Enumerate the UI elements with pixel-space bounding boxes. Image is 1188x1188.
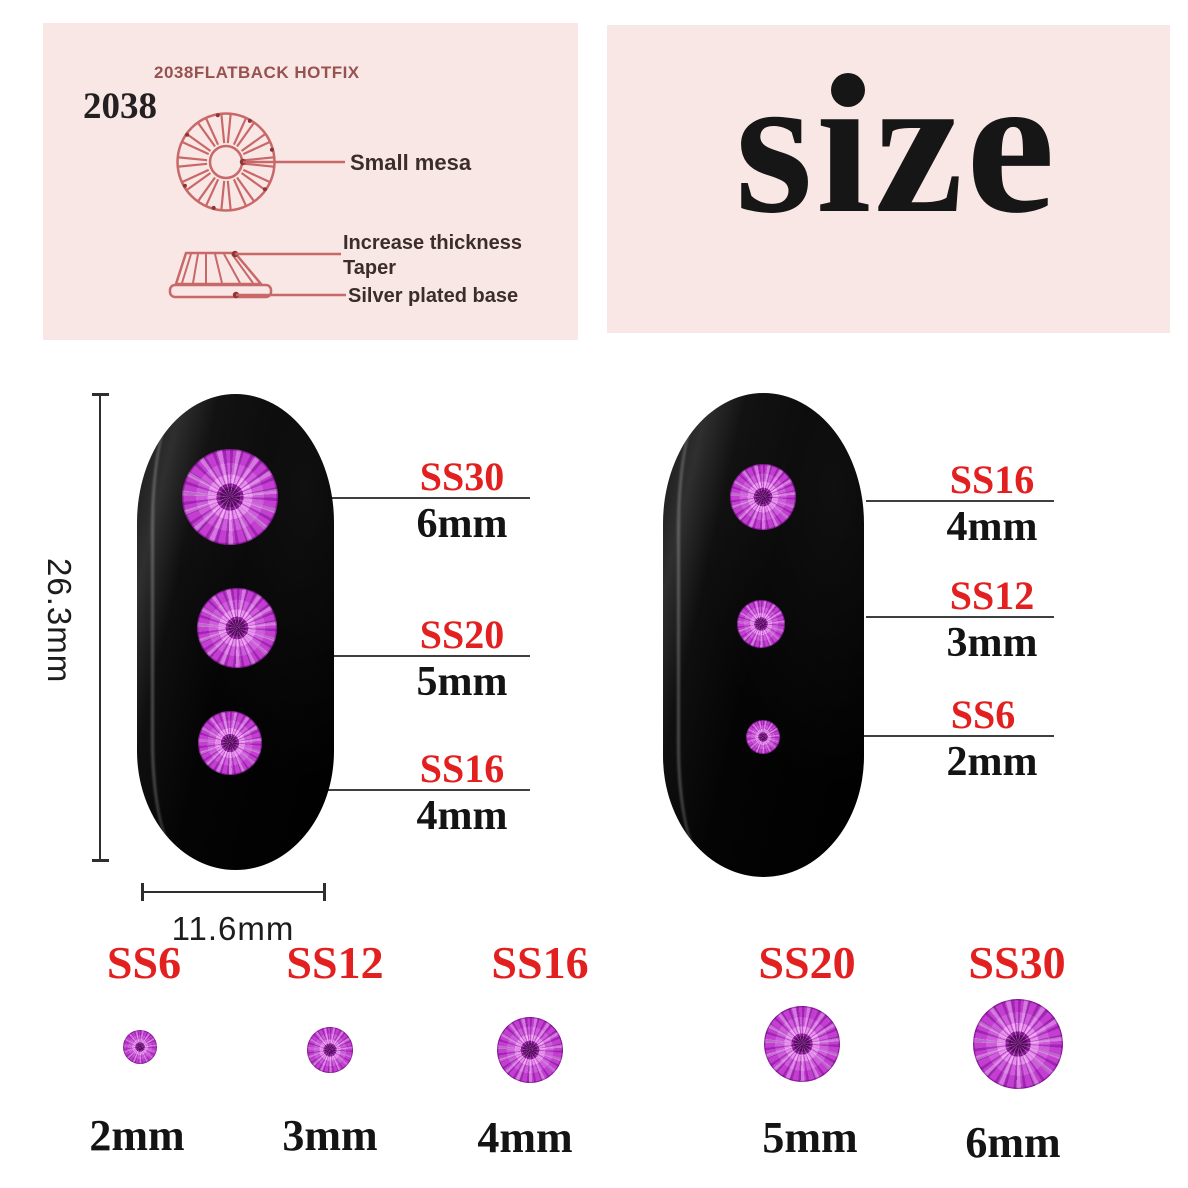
rhinestone-gem-4mm (497, 1017, 563, 1083)
callout-mm-label: 2mm (946, 739, 1038, 785)
callout-ss-label: SS20 (419, 612, 505, 657)
model-number: 2038 (83, 86, 157, 127)
size-row-mm-label: 3mm (282, 1111, 378, 1160)
rhinestone-gem-5mm (764, 1006, 840, 1082)
width-dimension-line (142, 891, 325, 893)
callout-mm-label: 6mm (416, 501, 508, 547)
callout-line (322, 789, 530, 791)
rhinestone-gem-ss6 (746, 720, 780, 754)
size-row-mm-label: 2mm (89, 1111, 185, 1160)
size-panel: sıze (607, 25, 1170, 333)
size-title-wrap: sıze (735, 45, 1058, 245)
size-row-ss-label: SS20 (758, 937, 856, 988)
rhinestone-gem-ss16 (198, 711, 262, 775)
callout-ss-label: SS12 (949, 573, 1035, 618)
width-dimension-tick-left (141, 883, 144, 901)
size-row-ss-label: SS30 (968, 937, 1066, 988)
size-row-mm-label: 4mm (477, 1113, 573, 1162)
rhinestone-gem-6mm (973, 999, 1063, 1089)
callout-ss-label: SS6 (950, 692, 1016, 737)
height-dimension-cap-bottom (92, 859, 109, 862)
size-row-ss-label: SS16 (491, 937, 589, 988)
size-row-ss-label: SS6 (106, 937, 182, 988)
height-dimension-line (99, 394, 101, 861)
callout-line (842, 735, 1054, 737)
size-row-mm-label: 5mm (762, 1113, 858, 1162)
width-dimension-tick-right (323, 883, 326, 901)
callout-mm-label: 4mm (416, 793, 508, 839)
callout-mm-label: 5mm (416, 659, 508, 705)
size-title: sıze (735, 34, 1058, 255)
callout-ss-label: SS16 (949, 457, 1035, 502)
silver-plated-base-label: Silver plated base (348, 285, 519, 307)
size-row-ss-label: SS12 (286, 937, 384, 988)
rhinestone-gem-ss30 (182, 449, 278, 545)
rhinestone-structure-diagram (168, 112, 346, 299)
increase-thickness-label: Increase thickness (343, 232, 522, 254)
rhinestone-gem-ss20 (197, 588, 277, 668)
callout-line (322, 497, 530, 499)
callout-mm-label: 4mm (946, 504, 1038, 550)
size-row-mm-label: 6mm (965, 1118, 1061, 1167)
callout-line (322, 655, 530, 657)
spec-panel-title: 2038FLATBACK HOTFIX (154, 63, 360, 82)
callout-mm-label: 3mm (946, 620, 1038, 666)
callout-line (866, 616, 1054, 618)
callout-line (866, 500, 1054, 502)
height-dimension-cap-top (92, 393, 109, 396)
i-dot-icon (831, 73, 865, 107)
small-mesa-label: Small mesa (350, 150, 472, 175)
rhinestone-gem-2mm (123, 1030, 157, 1064)
rhinestone-gem-ss16 (730, 464, 796, 530)
taper-label: Taper (343, 257, 396, 279)
nail-width-label: 11.6mm (171, 910, 295, 947)
rhinestone-gem-3mm (307, 1027, 353, 1073)
nail-height-label: 26.3mm (41, 558, 78, 684)
spec-panel: 2038FLATBACK HOTFIX 2038 Small mesa Incr… (43, 23, 578, 340)
callout-ss-label: SS30 (419, 454, 505, 499)
rhinestone-gem-ss12 (737, 600, 785, 648)
callout-ss-label: SS16 (419, 746, 505, 791)
facet-spokes-icon (178, 113, 274, 210)
